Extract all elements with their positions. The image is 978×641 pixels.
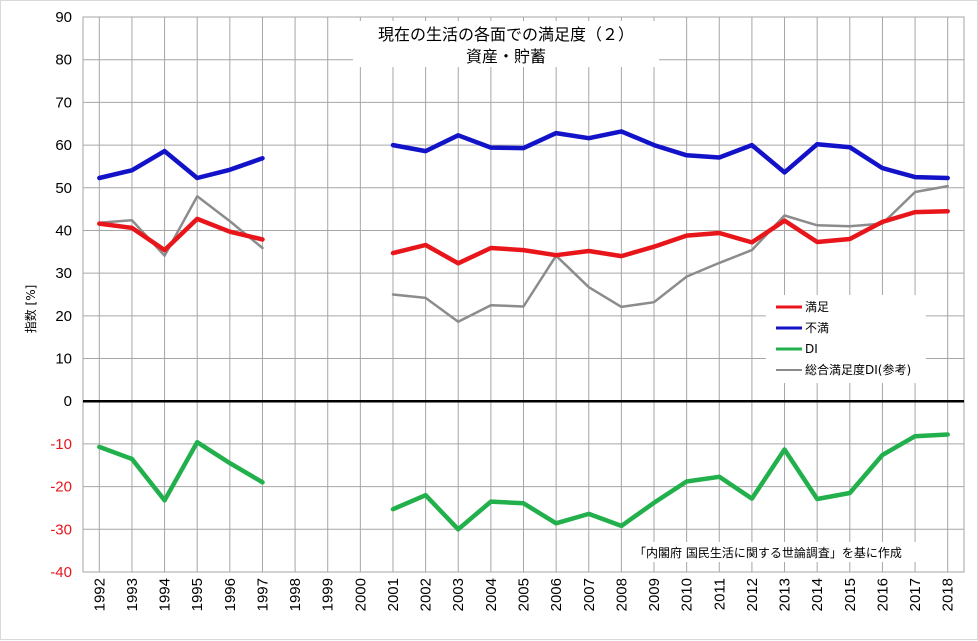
grid-lines (82, 16, 965, 573)
legend: 満足 不満 DI 総合満足度DI(参考) (766, 295, 926, 383)
x-tick-label: 1994 (157, 578, 174, 611)
x-tick-label: 2006 (548, 578, 565, 611)
chart-subtitle: 資産・貯蓄 (466, 47, 546, 66)
y-tick-label: 30 (55, 265, 72, 282)
series-line-1 (390, 129, 950, 181)
x-tick-label: 2018 (940, 578, 957, 611)
y-tick-label: 80 (55, 52, 72, 69)
y-tick-label: -40 (50, 564, 72, 581)
y-tick-label: -30 (50, 521, 72, 538)
series-line-3 (391, 184, 949, 324)
legend-label-fuman: 不満 (805, 321, 829, 335)
series-lines (97, 129, 950, 532)
x-tick-label: 2009 (646, 578, 663, 611)
chart-title: 現在の生活の各面での満足度（２） (378, 25, 634, 44)
y-tick-label: 50 (55, 180, 72, 197)
x-tick-label: 2004 (483, 578, 500, 611)
x-tick-label: 1996 (222, 578, 239, 611)
x-tick-label: 2017 (907, 578, 924, 611)
x-tick-label: 2003 (450, 578, 467, 611)
y-tick-label: 20 (55, 308, 72, 325)
legend-label-di: DI (805, 342, 818, 356)
series-line-2 (390, 432, 950, 532)
y-tick-label: 90 (55, 9, 72, 26)
x-tick-label: 2010 (679, 578, 696, 611)
x-tick-label: 2008 (613, 578, 630, 611)
series-line-1 (97, 148, 265, 181)
x-tick-label: 2012 (744, 578, 761, 611)
y-tick-label: -10 (50, 436, 72, 453)
y-tick-label: 60 (55, 137, 72, 154)
x-tick-label: 1998 (287, 578, 304, 611)
x-tick-label: 2016 (874, 578, 891, 611)
source-background (629, 542, 929, 562)
y-tick-label: -20 (50, 479, 72, 496)
series-line-0 (97, 216, 265, 253)
x-axis-ticks: 1992 1993 1994 1995 1996 1997 1998 1999 2000 2001… (91, 578, 956, 611)
series-line-3 (98, 195, 264, 257)
y-tick-label: 10 (55, 351, 72, 368)
legend-label-sogo: 総合満足度DI(参考) (805, 362, 911, 377)
x-tick-label: 1992 (91, 578, 108, 611)
source-note: 「内閣府 国民生活に関する世論調査」を基に作成 (634, 545, 902, 560)
x-tick-label: 1999 (320, 578, 337, 611)
x-tick-label: 2013 (777, 578, 794, 611)
y-tick-label: 70 (55, 94, 72, 111)
x-tick-label: 2007 (581, 578, 598, 611)
x-tick-label: 1997 (254, 578, 271, 611)
x-tick-label: 2011 (711, 578, 728, 610)
series-line-0 (390, 209, 950, 266)
x-tick-label: 2015 (842, 578, 859, 611)
x-tick-label: 2005 (516, 578, 533, 611)
series-line-2 (97, 439, 265, 503)
x-tick-label: 2002 (418, 578, 435, 611)
x-tick-label: 2014 (809, 578, 826, 611)
y-axis-label: 指数 [%] (23, 285, 38, 334)
y-tick-label: 40 (55, 222, 72, 239)
legend-background (766, 295, 926, 383)
legend-label-manzoku: 満足 (805, 300, 829, 314)
title-background (353, 21, 659, 67)
y-tick-label: 0 (64, 393, 72, 410)
x-tick-label: 1995 (189, 578, 206, 611)
y-axis-ticks: 90 80 70 60 50 40 30 20 10 0 -10 -20 -30 -40 (50, 9, 72, 581)
x-tick-label: 2000 (352, 578, 369, 611)
x-tick-label: 1993 (124, 578, 141, 611)
x-tick-label: 2001 (385, 578, 402, 611)
